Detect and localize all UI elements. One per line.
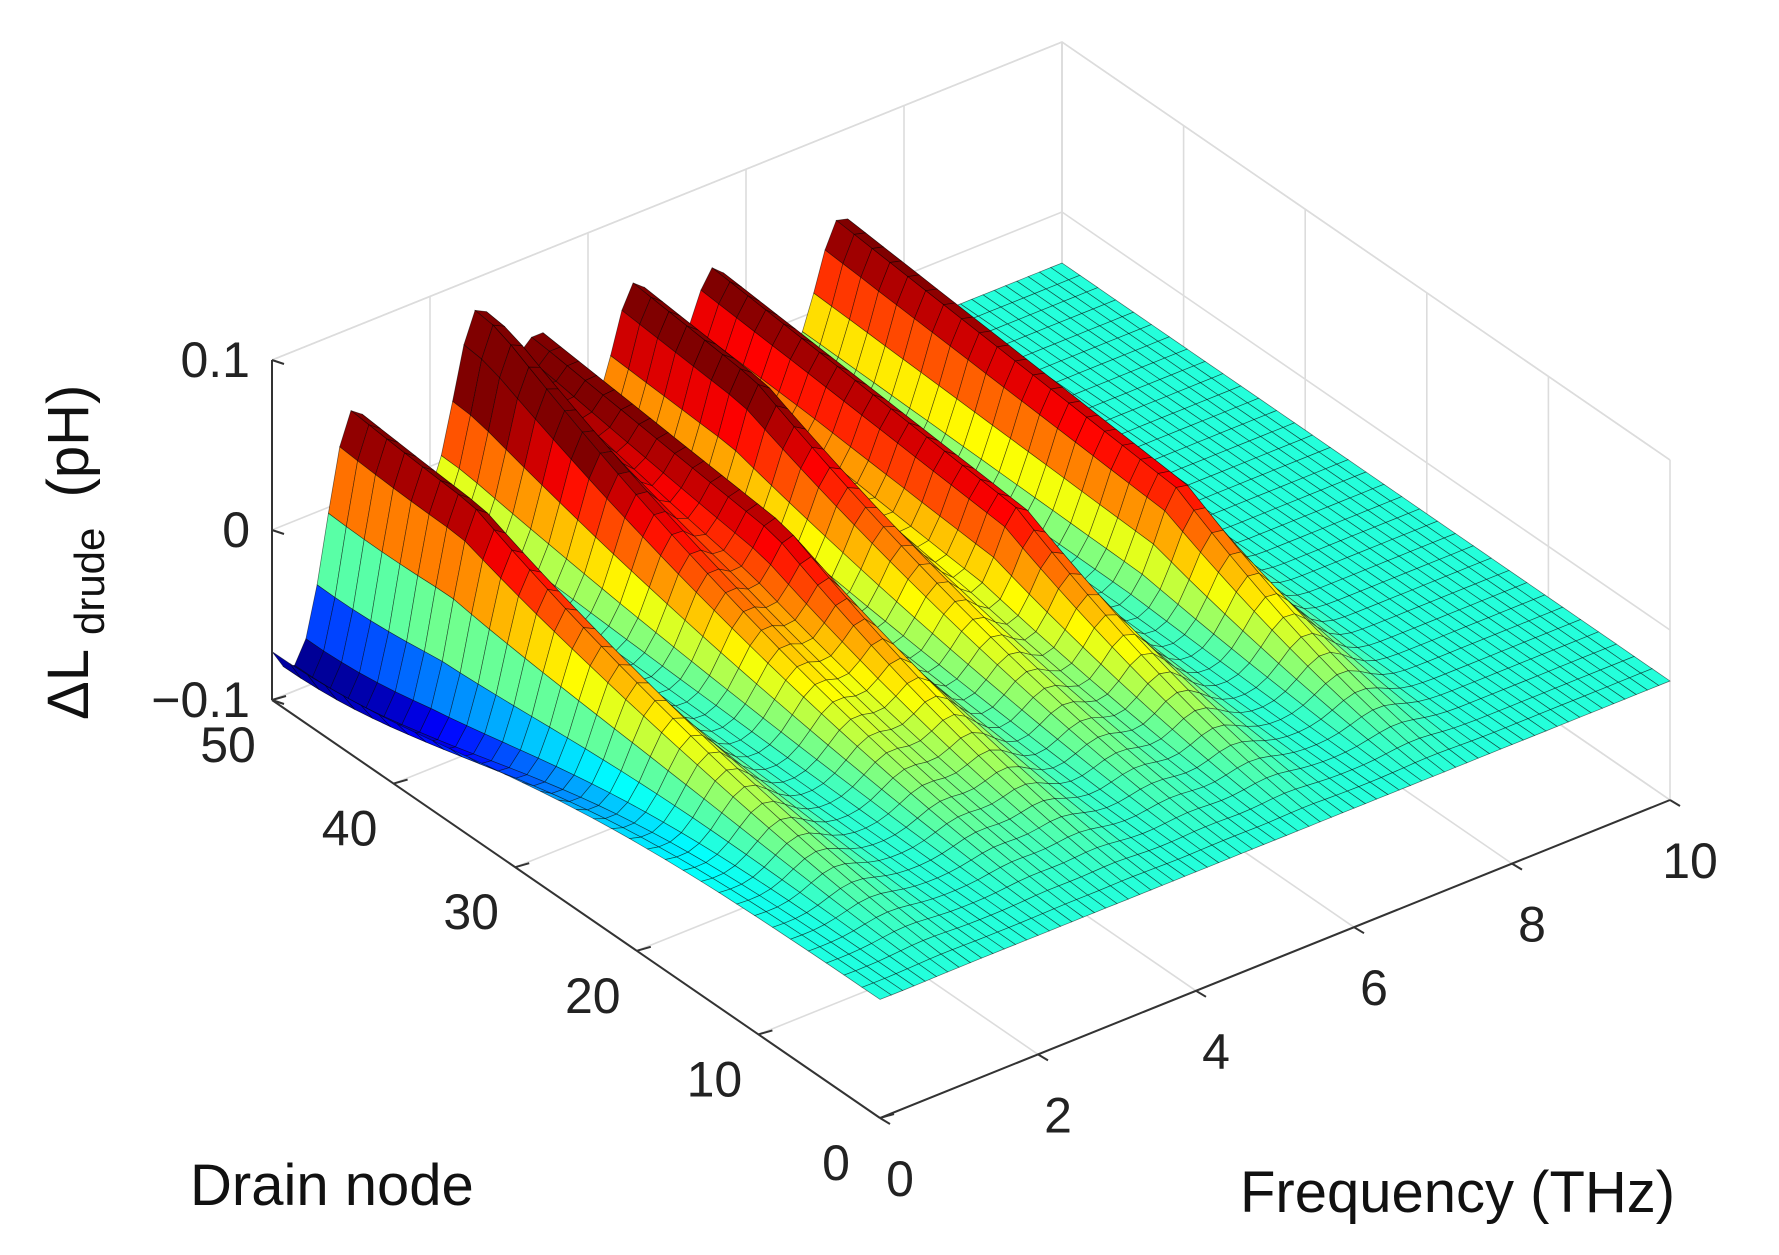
y-tick-label: 20	[565, 968, 621, 1024]
z-axis-title-main: ΔL	[36, 650, 101, 720]
z-tick-label: 0.1	[180, 332, 250, 388]
x-tick-label: 10	[1662, 833, 1718, 889]
surface	[271, 218, 1671, 1000]
y-tick	[879, 1113, 895, 1119]
x-tick	[1511, 862, 1523, 871]
z-tick	[271, 699, 285, 705]
z-tick	[271, 529, 285, 535]
tick-layer: 0 2 4 6 8 10 0 10 20 30 40 50−0.1 0 0.1	[151, 332, 1718, 1207]
y-tick-label: 50	[200, 717, 256, 773]
x-tick	[879, 1117, 891, 1125]
x-tick-label: 0	[886, 1151, 914, 1207]
y-tick-label: 30	[443, 884, 499, 940]
y-tick	[271, 695, 287, 701]
y-axis-title: Drain node	[190, 1153, 474, 1218]
x-tick	[1037, 1053, 1049, 1062]
y-tick	[636, 945, 652, 952]
x-tick-label: 6	[1360, 960, 1388, 1016]
x-tick-label: 2	[1044, 1087, 1072, 1143]
x-tick	[1353, 926, 1365, 935]
x-axis-title: Frequency (THz)	[1240, 1160, 1675, 1225]
z-axis-title-unit: (pH)	[36, 385, 101, 498]
y-tick	[758, 1029, 773, 1036]
y-tick-label: 0	[822, 1135, 850, 1191]
z-tick-label: 0	[222, 502, 250, 558]
z-tick-label: −0.1	[151, 672, 250, 728]
z-axis-title: ΔL drude (pH)	[36, 385, 117, 720]
x-tick-label: 4	[1202, 1024, 1230, 1080]
y-tick-label: 10	[687, 1051, 743, 1107]
x-tick	[1669, 799, 1681, 807]
z-tick	[271, 359, 285, 365]
surface-face	[861, 982, 893, 1000]
y-tick-label: 40	[322, 801, 378, 857]
y-tick	[514, 862, 530, 869]
z-axis-title-subscript: drude	[66, 528, 113, 635]
x-axis-line	[879, 799, 1671, 1119]
y-axis-line	[271, 699, 881, 1119]
x-tick-label: 8	[1518, 897, 1546, 953]
y-tick	[393, 778, 408, 785]
x-tick	[1195, 989, 1207, 998]
